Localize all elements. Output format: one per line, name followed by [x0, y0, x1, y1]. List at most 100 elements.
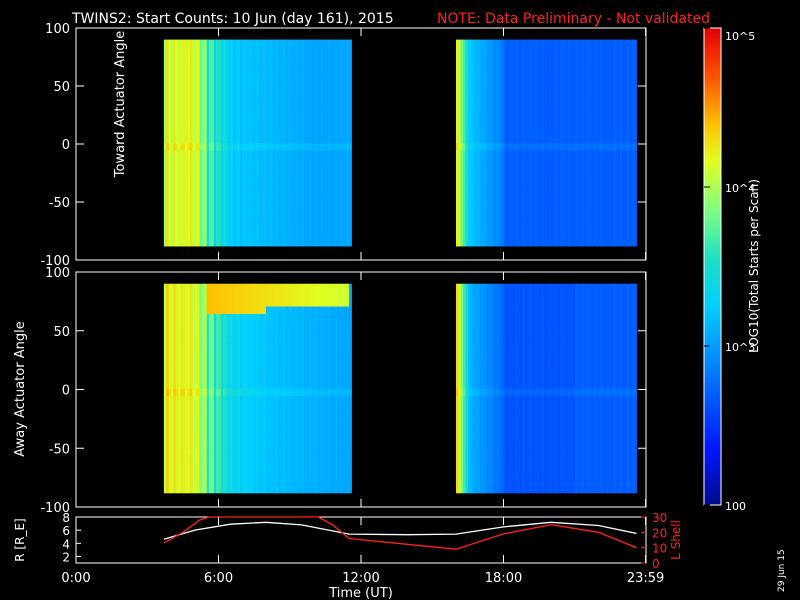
- heatmap-cell: [242, 113, 246, 122]
- heatmap-cell: [327, 98, 331, 107]
- heatmap-cell: [171, 120, 174, 129]
- heatmap-cell: [501, 238, 504, 247]
- heatmap-cell: [567, 164, 571, 173]
- heatmap-cell: [225, 238, 229, 247]
- heatmap-cell: [209, 91, 212, 99]
- heatmap-cell: [615, 238, 618, 247]
- heatmap-cell: [192, 135, 196, 144]
- heatmap-cell: [555, 54, 559, 63]
- heatmap-cell: [206, 365, 210, 374]
- heatmap-cell: [548, 135, 552, 144]
- heatmap-cell: [624, 187, 628, 195]
- heatmap-cell: [600, 194, 604, 203]
- heatmap-cell: [197, 358, 200, 367]
- heatmap-cell: [256, 150, 260, 158]
- heatmap-cell: [201, 113, 205, 122]
- heatmap-cell: [532, 61, 535, 70]
- heatmap-cell: [185, 321, 189, 329]
- heatmap-cell: [467, 209, 471, 217]
- heatmap-cell: [280, 223, 284, 232]
- heatmap-cell: [209, 128, 212, 136]
- heatmap-cell: [192, 485, 196, 494]
- heatmap-cell: [247, 91, 250, 99]
- heatmap-cell: [517, 54, 521, 63]
- heatmap-cell: [282, 179, 286, 188]
- heatmap-cell: [622, 135, 626, 144]
- heatmap-cell: [520, 164, 523, 173]
- heatmap-cell: [244, 83, 248, 92]
- heatmap-cell: [629, 128, 633, 136]
- heatmap-cell: [171, 157, 174, 166]
- heatmap-cell: [168, 358, 172, 367]
- heatmap-cell: [524, 164, 528, 173]
- heatmap-cell: [320, 201, 324, 210]
- heatmap-cell: [225, 113, 229, 122]
- heatmap-cell: [567, 39, 571, 48]
- heatmap-cell: [536, 201, 540, 210]
- heatmap-cell: [591, 135, 595, 144]
- heatmap-cell: [213, 448, 217, 456]
- heatmap-cell: [342, 54, 345, 63]
- heatmap-cell: [292, 142, 295, 151]
- heatmap-cell: [244, 231, 248, 240]
- heatmap-cell: [251, 113, 255, 122]
- heatmap-cell: [555, 135, 559, 144]
- heatmap-cell: [306, 120, 310, 129]
- heatmap-cell: [567, 216, 571, 225]
- heatmap-cell: [292, 76, 295, 85]
- heatmap-cell: [163, 201, 167, 210]
- heatmap-cell: [296, 194, 300, 203]
- heatmap-cell: [209, 455, 212, 464]
- heatmap-cell: [589, 69, 592, 77]
- heatmap-cell: [213, 283, 217, 292]
- heatmap-cell: [304, 135, 307, 144]
- heatmap-cell: [294, 231, 298, 240]
- heatmap-cell: [168, 76, 172, 85]
- heatmap-cell: [171, 172, 174, 181]
- heatmap-cell: [589, 238, 592, 247]
- heatmap-cell: [622, 164, 626, 173]
- heatmap-cell: [482, 238, 485, 247]
- heatmap-cell: [197, 403, 200, 412]
- heatmap-cell: [612, 194, 616, 203]
- heatmap-cell: [551, 83, 554, 92]
- heatmap-cell: [337, 187, 341, 195]
- heatmap-cell: [168, 194, 172, 203]
- heatmap-cell: [306, 223, 310, 232]
- heatmap-cell: [185, 283, 189, 292]
- heatmap-cell: [192, 306, 196, 315]
- heatmap-cell: [244, 76, 248, 85]
- heatmap-cell: [541, 187, 545, 195]
- heatmap-cell: [163, 164, 167, 173]
- heatmap-cell: [268, 120, 272, 129]
- heatmap-cell: [275, 91, 279, 99]
- heatmap-cell: [619, 39, 623, 48]
- heatmap-cell: [631, 69, 635, 77]
- heatmap-cell: [209, 209, 212, 217]
- heatmap-cell: [337, 61, 341, 70]
- heatmap-cell: [201, 187, 205, 195]
- heatmap-cell: [190, 98, 193, 107]
- heatmap-cell: [627, 76, 630, 85]
- heatmap-cell: [572, 69, 576, 77]
- heatmap-cell: [458, 187, 462, 195]
- heatmap-cell: [175, 440, 179, 449]
- heatmap-cell: [304, 120, 307, 129]
- heatmap-cell: [218, 187, 222, 195]
- heatmap-cell: [489, 157, 493, 166]
- heatmap-cell: [458, 179, 462, 188]
- heatmap-cell: [178, 455, 181, 464]
- heatmap-cell: [555, 179, 559, 188]
- heatmap-cell: [187, 46, 191, 55]
- heatmap-cell: [634, 187, 637, 195]
- heatmap-cell: [536, 135, 540, 144]
- heatmap-cell: [541, 105, 545, 114]
- heatmap-cell: [296, 46, 300, 55]
- heatmap-cell: [515, 194, 519, 203]
- heatmap-cell: [539, 91, 542, 99]
- heatmap-cell: [197, 343, 200, 352]
- heatmap-cell: [287, 120, 291, 129]
- heatmap-cell: [598, 39, 602, 48]
- heatmap-cell: [327, 76, 331, 85]
- heatmap-cell: [489, 231, 493, 240]
